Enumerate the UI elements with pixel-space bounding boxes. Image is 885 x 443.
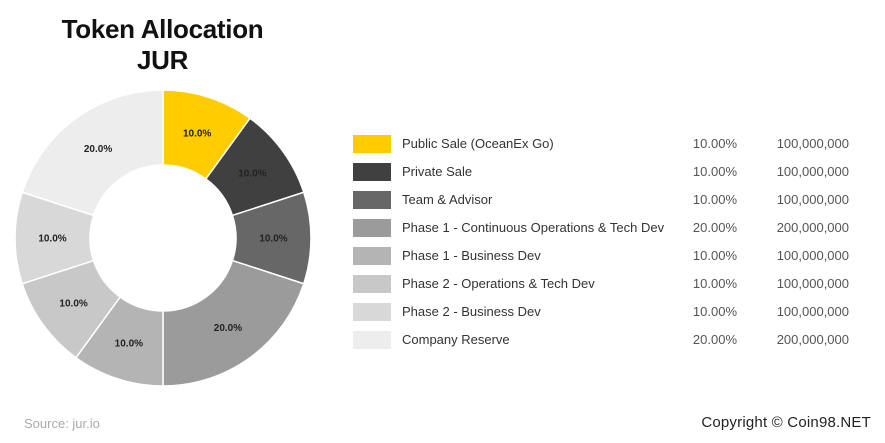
legend-tokens: 200,000,000 xyxy=(776,332,849,347)
legend-swatch xyxy=(353,135,391,153)
legend-row: Phase 1 - Business Dev 10.00% 100,000,00… xyxy=(353,244,863,272)
legend-swatch xyxy=(353,191,391,209)
legend-tokens: 100,000,000 xyxy=(776,164,849,179)
legend-swatch xyxy=(353,303,391,321)
legend-percent: 10.00% xyxy=(692,136,737,151)
legend-tokens: 100,000,000 xyxy=(776,248,849,263)
legend-label: Phase 1 - Continuous Operations & Tech D… xyxy=(402,220,665,235)
copyright-note: Copyright © Coin98.NET xyxy=(701,414,871,431)
legend-swatch xyxy=(353,331,391,349)
legend-row: Private Sale 10.00% 100,000,000 xyxy=(353,160,863,188)
legend-tokens: 100,000,000 xyxy=(776,276,849,291)
legend-tokens: 100,000,000 xyxy=(776,136,849,151)
legend-swatch xyxy=(353,219,391,237)
legend: Public Sale (OceanEx Go) 10.00% 100,000,… xyxy=(353,132,863,356)
legend-row: Phase 2 - Operations & Tech Dev 10.00% 1… xyxy=(353,272,863,300)
legend-label: Private Sale xyxy=(402,164,473,179)
legend-percent: 10.00% xyxy=(692,248,737,263)
legend-label: Company Reserve xyxy=(402,332,510,347)
chart-title-line1: Token Allocation xyxy=(61,14,264,44)
legend-tokens: 100,000,000 xyxy=(776,304,849,319)
legend-row: Phase 1 - Continuous Operations & Tech D… xyxy=(353,216,863,244)
legend-percent: 20.00% xyxy=(692,220,737,235)
donut-slice-label: 10.0% xyxy=(238,169,266,180)
legend-percent: 10.00% xyxy=(692,164,737,179)
legend-percent: 10.00% xyxy=(692,276,737,291)
legend-tokens: 100,000,000 xyxy=(776,192,849,207)
legend-row: Team & Advisor 10.00% 100,000,000 xyxy=(353,188,863,216)
legend-percent: 10.00% xyxy=(692,304,737,319)
legend-label: Phase 2 - Business Dev xyxy=(402,304,541,319)
legend-tokens: 200,000,000 xyxy=(776,220,849,235)
legend-swatch xyxy=(353,163,391,181)
source-note: Source: jur.io xyxy=(24,416,100,431)
donut-slice-label: 20.0% xyxy=(214,323,242,334)
legend-swatch xyxy=(353,275,391,293)
legend-label: Team & Advisor xyxy=(402,192,493,207)
donut-slice-label: 10.0% xyxy=(38,234,66,245)
legend-label: Phase 2 - Operations & Tech Dev xyxy=(402,276,595,291)
chart-title: Token Allocation JUR xyxy=(30,14,295,76)
donut-slice-label: 10.0% xyxy=(115,339,143,350)
donut-slice-label: 10.0% xyxy=(259,234,287,245)
legend-swatch xyxy=(353,247,391,265)
legend-label: Public Sale (OceanEx Go) xyxy=(402,136,554,151)
legend-percent: 10.00% xyxy=(692,192,737,207)
legend-row: Phase 2 - Business Dev 10.00% 100,000,00… xyxy=(353,300,863,328)
legend-label: Phase 1 - Business Dev xyxy=(402,248,541,263)
donut-slice xyxy=(162,259,305,387)
legend-row: Public Sale (OceanEx Go) 10.00% 100,000,… xyxy=(353,132,863,160)
chart-title-line2: JUR xyxy=(136,45,189,75)
donut-slice xyxy=(21,89,164,217)
legend-percent: 20.00% xyxy=(692,332,737,347)
legend-row: Company Reserve 20.00% 200,000,000 xyxy=(353,328,863,356)
donut-slice-label: 20.0% xyxy=(84,144,112,155)
donut-chart: 10.0% 10.0% 10.0% 20.0% 10.0% 10.0% 10.0% 20.0% xyxy=(14,89,312,387)
donut-slice-label: 10.0% xyxy=(183,128,211,139)
donut-slice-label: 10.0% xyxy=(59,298,87,309)
